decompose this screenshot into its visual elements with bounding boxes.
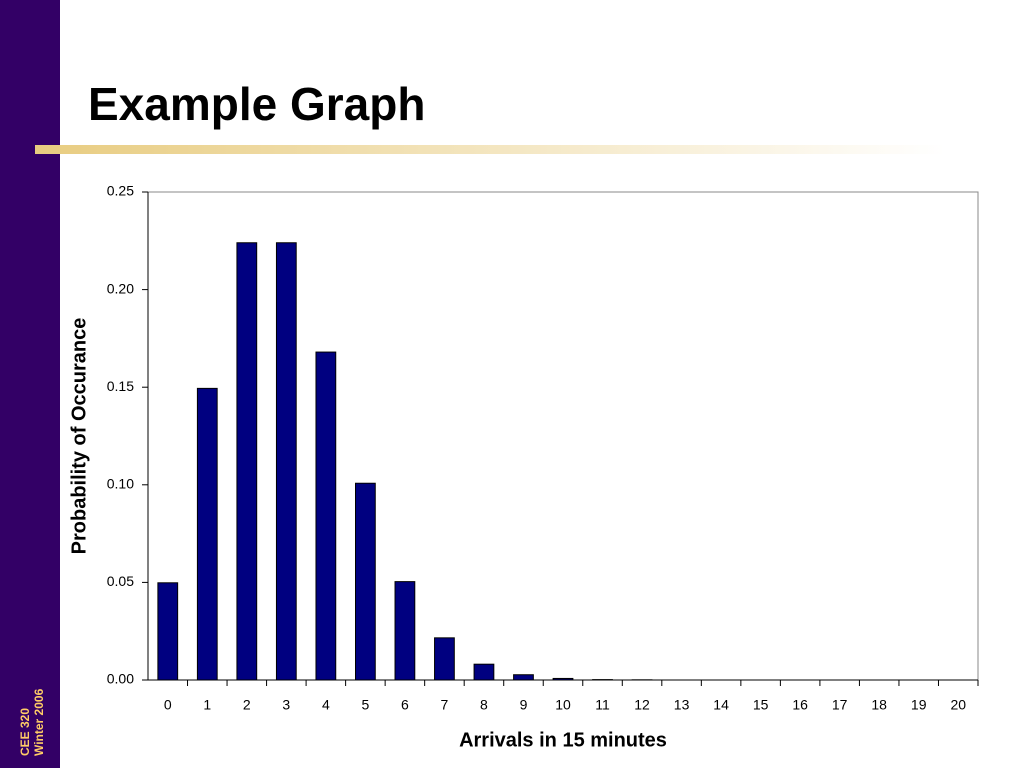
x-tick-label: 2 <box>243 697 251 713</box>
bar <box>157 582 179 681</box>
y-tick-label: 0.20 <box>107 280 134 296</box>
x-tick-label: 12 <box>634 697 650 713</box>
sidebar <box>0 0 60 768</box>
x-tick-label: 10 <box>555 697 571 713</box>
bar <box>275 242 297 681</box>
bar <box>315 351 337 681</box>
y-tick-label: 0.25 <box>107 183 134 199</box>
bar <box>236 242 258 681</box>
bar <box>196 387 218 681</box>
sidebar-text: Winter 2006 <box>32 688 46 756</box>
bar <box>394 581 416 681</box>
plot-area <box>147 191 979 681</box>
x-tick-label: 17 <box>832 697 848 713</box>
y-tick-label: 0.00 <box>107 671 134 687</box>
y-tick-label: 0.10 <box>107 476 134 492</box>
y-axis-label: Probability of Occurance <box>68 318 90 555</box>
x-tick-label: 0 <box>164 697 172 713</box>
x-tick-label: 15 <box>753 697 769 713</box>
x-tick-label: 1 <box>203 697 211 713</box>
bar <box>552 677 574 681</box>
x-tick-label: 14 <box>713 697 729 713</box>
bar <box>473 663 495 681</box>
x-tick-label: 5 <box>361 697 369 713</box>
x-tick-label: 13 <box>674 697 690 713</box>
x-tick-label: 20 <box>950 697 966 713</box>
bar <box>434 637 455 681</box>
slide-title: Example Graph <box>88 78 425 130</box>
x-tick-label: 6 <box>401 697 409 713</box>
x-tick-label: 4 <box>322 697 330 713</box>
x-tick-label: 3 <box>282 697 290 713</box>
x-tick-label: 19 <box>911 697 927 713</box>
x-tick-label: 16 <box>792 697 808 713</box>
x-tick-label: 18 <box>871 697 887 713</box>
x-tick-label: 7 <box>441 697 449 713</box>
x-tick-label: 11 <box>595 697 610 713</box>
y-tick-label: 0.05 <box>107 573 134 589</box>
title-rule <box>35 145 945 154</box>
y-tick-label: 0.15 <box>107 378 134 394</box>
x-tick-label: 9 <box>520 697 528 713</box>
bar <box>513 674 534 681</box>
bar <box>355 482 376 681</box>
x-axis-label: Arrivals in 15 minutes <box>459 729 667 751</box>
sidebar-text: CEE 320 <box>18 708 32 756</box>
x-tick-label: 8 <box>480 697 488 713</box>
